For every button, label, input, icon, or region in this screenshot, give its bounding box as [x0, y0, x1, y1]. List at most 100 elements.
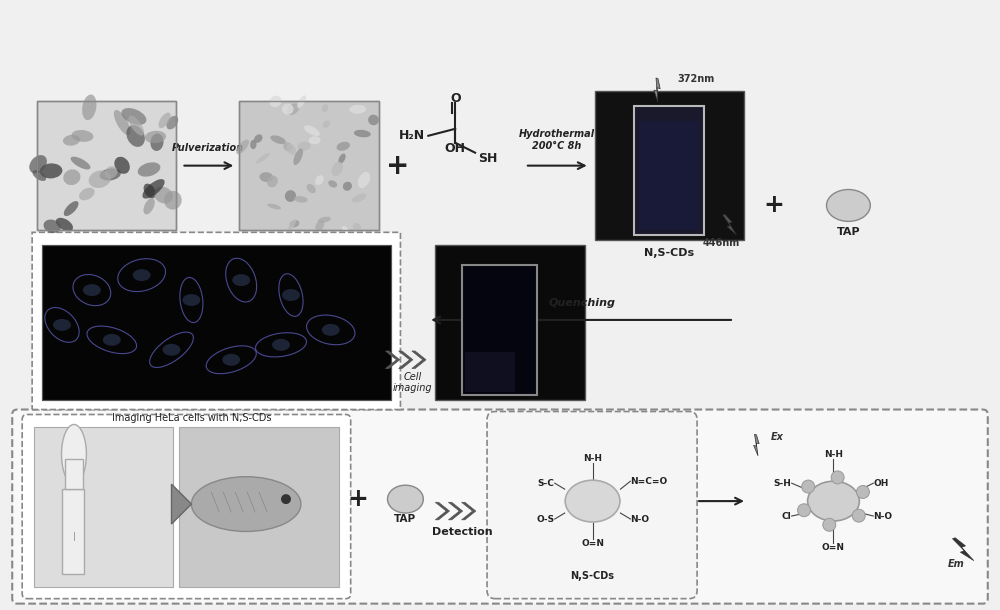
Text: OH: OH	[873, 479, 889, 487]
Ellipse shape	[304, 125, 320, 136]
Ellipse shape	[71, 130, 93, 142]
Ellipse shape	[89, 170, 111, 188]
Text: N,S-CDs: N,S-CDs	[644, 248, 694, 258]
Ellipse shape	[63, 135, 80, 146]
Bar	[62, 489, 84, 574]
Ellipse shape	[182, 294, 200, 306]
Bar	[239, 101, 379, 231]
Ellipse shape	[827, 190, 870, 221]
Ellipse shape	[322, 324, 340, 336]
Ellipse shape	[358, 172, 370, 188]
Text: Em: Em	[948, 559, 964, 569]
Ellipse shape	[315, 175, 324, 185]
Polygon shape	[754, 434, 759, 456]
Ellipse shape	[270, 135, 286, 144]
Ellipse shape	[269, 96, 282, 107]
FancyBboxPatch shape	[22, 415, 351, 598]
Text: N,S-CDs: N,S-CDs	[571, 571, 615, 581]
Ellipse shape	[138, 162, 160, 177]
Bar	[595, 91, 744, 240]
Polygon shape	[386, 351, 400, 368]
Ellipse shape	[318, 217, 331, 223]
Circle shape	[798, 504, 811, 517]
Bar	[465, 352, 515, 392]
Ellipse shape	[32, 170, 46, 181]
Circle shape	[281, 494, 291, 504]
Text: H₂N: H₂N	[399, 129, 425, 142]
Ellipse shape	[126, 125, 145, 147]
Ellipse shape	[307, 184, 316, 193]
Ellipse shape	[236, 140, 249, 154]
Bar	[34, 428, 173, 587]
Text: O-S: O-S	[537, 514, 555, 523]
Text: N-O: N-O	[630, 514, 650, 523]
Polygon shape	[172, 484, 191, 524]
Ellipse shape	[323, 121, 330, 127]
Circle shape	[802, 480, 815, 493]
Ellipse shape	[103, 334, 121, 346]
Text: TAP: TAP	[394, 514, 416, 524]
Ellipse shape	[322, 104, 328, 112]
Text: Imaging HeLa cells with N,S-CDs: Imaging HeLa cells with N,S-CDs	[112, 412, 271, 423]
Circle shape	[831, 471, 844, 484]
Ellipse shape	[354, 130, 371, 137]
Text: +: +	[386, 152, 409, 179]
Ellipse shape	[133, 269, 151, 281]
Text: O: O	[450, 93, 461, 106]
Ellipse shape	[232, 274, 250, 286]
Ellipse shape	[71, 157, 90, 170]
Ellipse shape	[328, 181, 337, 187]
Ellipse shape	[565, 480, 620, 522]
Ellipse shape	[343, 182, 352, 191]
Ellipse shape	[29, 155, 47, 173]
Bar	[239, 101, 379, 231]
FancyBboxPatch shape	[32, 232, 400, 409]
Ellipse shape	[282, 289, 300, 301]
Text: O=N: O=N	[581, 539, 604, 548]
Bar	[462, 265, 537, 395]
Text: N-O: N-O	[873, 512, 892, 520]
Text: TAP: TAP	[837, 228, 860, 237]
Ellipse shape	[288, 219, 296, 231]
Bar	[435, 245, 585, 400]
Ellipse shape	[56, 218, 73, 231]
Text: 372nm: 372nm	[677, 74, 714, 84]
Ellipse shape	[285, 190, 296, 202]
Ellipse shape	[256, 152, 270, 164]
Ellipse shape	[128, 115, 144, 135]
Circle shape	[852, 509, 865, 522]
Ellipse shape	[121, 108, 146, 125]
Text: O=N: O=N	[822, 543, 845, 552]
Ellipse shape	[336, 142, 350, 151]
Ellipse shape	[297, 142, 311, 151]
Circle shape	[856, 486, 869, 498]
Polygon shape	[654, 78, 660, 102]
Ellipse shape	[309, 136, 321, 145]
Text: |: |	[73, 533, 75, 542]
Ellipse shape	[331, 162, 343, 176]
Ellipse shape	[63, 170, 80, 185]
Ellipse shape	[105, 166, 117, 179]
Polygon shape	[435, 502, 450, 520]
Ellipse shape	[62, 425, 86, 484]
Ellipse shape	[150, 134, 164, 151]
FancyBboxPatch shape	[12, 409, 988, 604]
Polygon shape	[412, 351, 426, 368]
Ellipse shape	[53, 319, 71, 331]
Text: Cl: Cl	[782, 512, 792, 520]
Ellipse shape	[353, 223, 361, 232]
Ellipse shape	[114, 157, 130, 174]
Ellipse shape	[349, 105, 366, 113]
FancyBboxPatch shape	[487, 412, 697, 598]
Bar	[37, 101, 176, 231]
Bar	[37, 101, 176, 231]
Polygon shape	[462, 502, 476, 520]
Ellipse shape	[342, 226, 348, 231]
Ellipse shape	[294, 196, 308, 203]
Ellipse shape	[254, 134, 262, 143]
Text: +: +	[763, 193, 784, 217]
Ellipse shape	[352, 193, 367, 203]
Ellipse shape	[222, 354, 240, 366]
Polygon shape	[723, 215, 736, 235]
Ellipse shape	[79, 188, 95, 200]
